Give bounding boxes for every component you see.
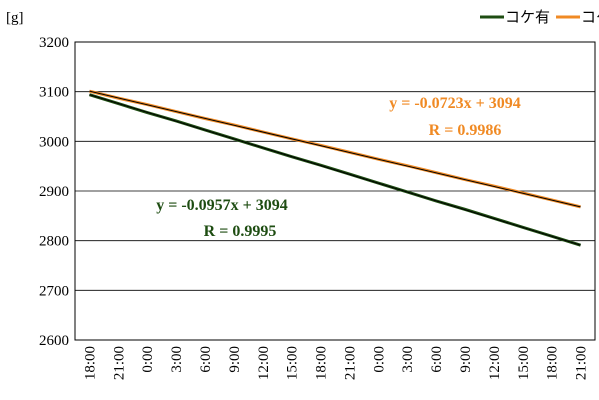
x-tick-label: 9:00 (458, 346, 474, 373)
trend-annotation: R = 0.9986 (429, 122, 502, 139)
x-tick-label: 21:00 (342, 346, 358, 380)
x-tick-label: 21:00 (574, 346, 590, 380)
x-tick-label: 6:00 (198, 346, 214, 373)
x-tick-label: 0:00 (371, 346, 387, 373)
y-axis-label: [g] (6, 10, 24, 26)
legend-label: コケ無 (581, 9, 599, 26)
legend-label: コケ有 (505, 9, 550, 26)
y-tick-label: 3100 (39, 85, 69, 101)
x-tick-label: 0:00 (140, 346, 156, 373)
x-tick-label: 12:00 (487, 346, 503, 380)
x-tick-label: 6:00 (429, 346, 445, 373)
trend-annotation: R = 0.9995 (204, 223, 277, 240)
x-tick-label: 9:00 (227, 346, 243, 373)
x-tick-label: 3:00 (169, 346, 185, 373)
y-tick-label: 2800 (39, 234, 69, 250)
y-tick-label: 2600 (39, 333, 69, 349)
y-tick-label: 2700 (39, 283, 69, 299)
x-tick-label: 18:00 (314, 346, 330, 380)
x-tick-label: 15:00 (516, 346, 532, 380)
trend-line (89, 90, 581, 208)
x-tick-label: 18:00 (545, 346, 561, 380)
trend-annotation: y = -0.0957x + 3094 (156, 197, 288, 214)
y-tick-label: 2900 (39, 184, 69, 200)
x-tick-label: 12:00 (256, 346, 272, 380)
x-tick-label: 15:00 (285, 346, 301, 380)
x-tick-label: 21:00 (111, 346, 127, 380)
x-tick-label: 18:00 (82, 346, 98, 380)
trend-line (89, 94, 581, 246)
y-tick-label: 3000 (39, 134, 69, 150)
trend-annotation: y = -0.0723x + 3094 (389, 95, 521, 112)
plot-frame (74, 41, 596, 341)
x-tick-label: 3:00 (400, 346, 416, 373)
y-tick-label: 3200 (39, 35, 69, 51)
